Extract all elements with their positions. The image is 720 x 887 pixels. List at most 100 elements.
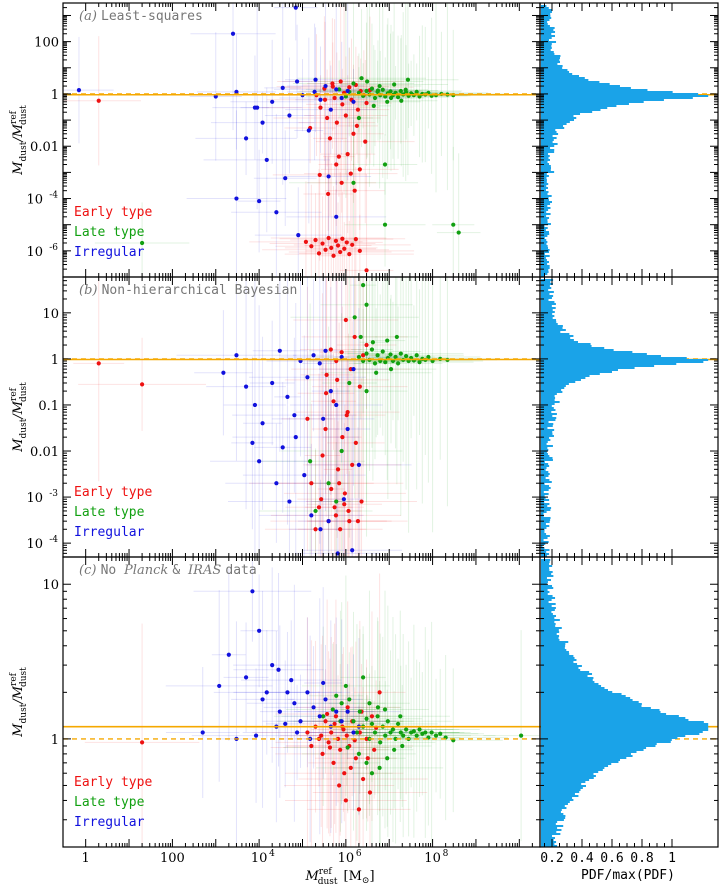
pdf-bin bbox=[541, 227, 548, 229]
data-point bbox=[361, 283, 366, 288]
pdf-bin bbox=[541, 629, 559, 631]
pdf-bin bbox=[541, 93, 699, 95]
pdf-bin bbox=[541, 367, 635, 369]
data-point bbox=[364, 760, 369, 765]
y-axis-title-part: ref bbox=[9, 110, 19, 124]
pdf-bin bbox=[541, 495, 545, 497]
data-point bbox=[311, 353, 316, 358]
data-point bbox=[351, 719, 356, 724]
data-point bbox=[292, 701, 297, 706]
data-point bbox=[333, 513, 339, 518]
pdf-bin bbox=[541, 165, 551, 167]
data-point bbox=[319, 497, 324, 502]
data-point bbox=[335, 736, 341, 741]
pdf-bin bbox=[541, 539, 544, 541]
pdf-bin bbox=[541, 295, 554, 297]
data-point bbox=[369, 771, 375, 776]
y-axis-title-part: /M bbox=[11, 685, 26, 705]
pdf-bin bbox=[541, 317, 553, 319]
pdf-bin bbox=[541, 79, 589, 81]
pdf-bin bbox=[541, 833, 561, 835]
data-point bbox=[345, 88, 350, 94]
pdf-bin bbox=[541, 537, 548, 539]
y-axis-title-part: dust bbox=[19, 105, 29, 125]
pdf-bin bbox=[541, 623, 556, 625]
pdf-bin bbox=[541, 757, 627, 759]
data-point bbox=[352, 334, 357, 340]
data-point bbox=[270, 380, 275, 386]
data-point bbox=[335, 243, 341, 248]
y-tick-label: 10 bbox=[26, 193, 43, 208]
panel-tag: (b) bbox=[79, 283, 102, 298]
data-point bbox=[338, 527, 343, 532]
pdf-bin bbox=[541, 355, 661, 357]
y-axis-title-part: M bbox=[11, 438, 26, 453]
data-point bbox=[321, 680, 326, 686]
pdf-bin bbox=[541, 327, 563, 329]
pdf-bin bbox=[541, 565, 553, 567]
pdf-bin bbox=[541, 707, 651, 709]
pdf-bin bbox=[541, 433, 553, 435]
pdf-bin bbox=[541, 409, 556, 411]
pdf-bin bbox=[541, 337, 571, 339]
panel-title: (c) No Planck & IRAS data bbox=[79, 563, 257, 578]
pdf-bin bbox=[541, 271, 549, 273]
pdf-tick-label: 0.4 bbox=[570, 851, 594, 866]
data-point bbox=[340, 435, 345, 440]
pdf-bin bbox=[541, 33, 552, 35]
data-point bbox=[283, 721, 288, 727]
data-point bbox=[355, 519, 361, 524]
data-point bbox=[388, 730, 393, 735]
pdf-bin bbox=[541, 87, 631, 89]
pdf-bin bbox=[541, 23, 548, 25]
data-point bbox=[323, 83, 328, 89]
pdf-bin bbox=[541, 729, 709, 731]
data-point bbox=[217, 683, 222, 689]
data-point bbox=[338, 747, 343, 752]
data-point bbox=[270, 99, 275, 104]
pdf-bin bbox=[541, 341, 579, 343]
pdf-bin bbox=[541, 215, 547, 217]
pdf-bin bbox=[541, 507, 552, 509]
pdf-bin bbox=[541, 447, 548, 449]
pdf-bin bbox=[541, 375, 590, 377]
pdf-bin bbox=[541, 789, 581, 791]
pdf-bin bbox=[541, 827, 558, 829]
pdf-bin bbox=[541, 195, 552, 197]
data-point bbox=[325, 711, 330, 717]
pdf-bin bbox=[541, 607, 556, 609]
pdf-bin bbox=[541, 445, 553, 447]
data-point bbox=[305, 730, 310, 735]
pdf-bin bbox=[541, 53, 555, 55]
data-point bbox=[252, 402, 258, 408]
data-point bbox=[346, 508, 351, 514]
data-point bbox=[326, 519, 331, 524]
data-point bbox=[326, 235, 331, 241]
pdf-bin bbox=[541, 431, 553, 433]
pdf-bin bbox=[541, 633, 557, 635]
pdf-layer bbox=[541, 5, 709, 847]
pdf-bin bbox=[541, 509, 551, 511]
y-tick-label: 0.1 bbox=[38, 399, 59, 414]
data-point bbox=[287, 113, 292, 118]
pdf-bin bbox=[541, 621, 555, 623]
pdf-bin bbox=[541, 527, 547, 529]
pdf-bin bbox=[541, 421, 549, 423]
pdf-bin bbox=[541, 223, 551, 225]
data-point bbox=[357, 384, 362, 389]
pdf-bin bbox=[541, 843, 555, 845]
pdf-bin bbox=[541, 817, 566, 819]
pdf-bin bbox=[541, 545, 543, 547]
data-point bbox=[338, 249, 343, 255]
data-point bbox=[365, 756, 370, 761]
data-point bbox=[369, 721, 375, 727]
data-point bbox=[456, 230, 461, 235]
pdf-bin bbox=[541, 553, 550, 555]
data-point bbox=[270, 663, 275, 668]
data-point bbox=[429, 730, 434, 735]
pdf-bin bbox=[541, 7, 549, 9]
pdf-bin bbox=[541, 37, 552, 39]
data-point bbox=[313, 77, 318, 82]
y-tick-exponent: -4 bbox=[49, 191, 58, 201]
frames-layer bbox=[62, 2, 719, 848]
